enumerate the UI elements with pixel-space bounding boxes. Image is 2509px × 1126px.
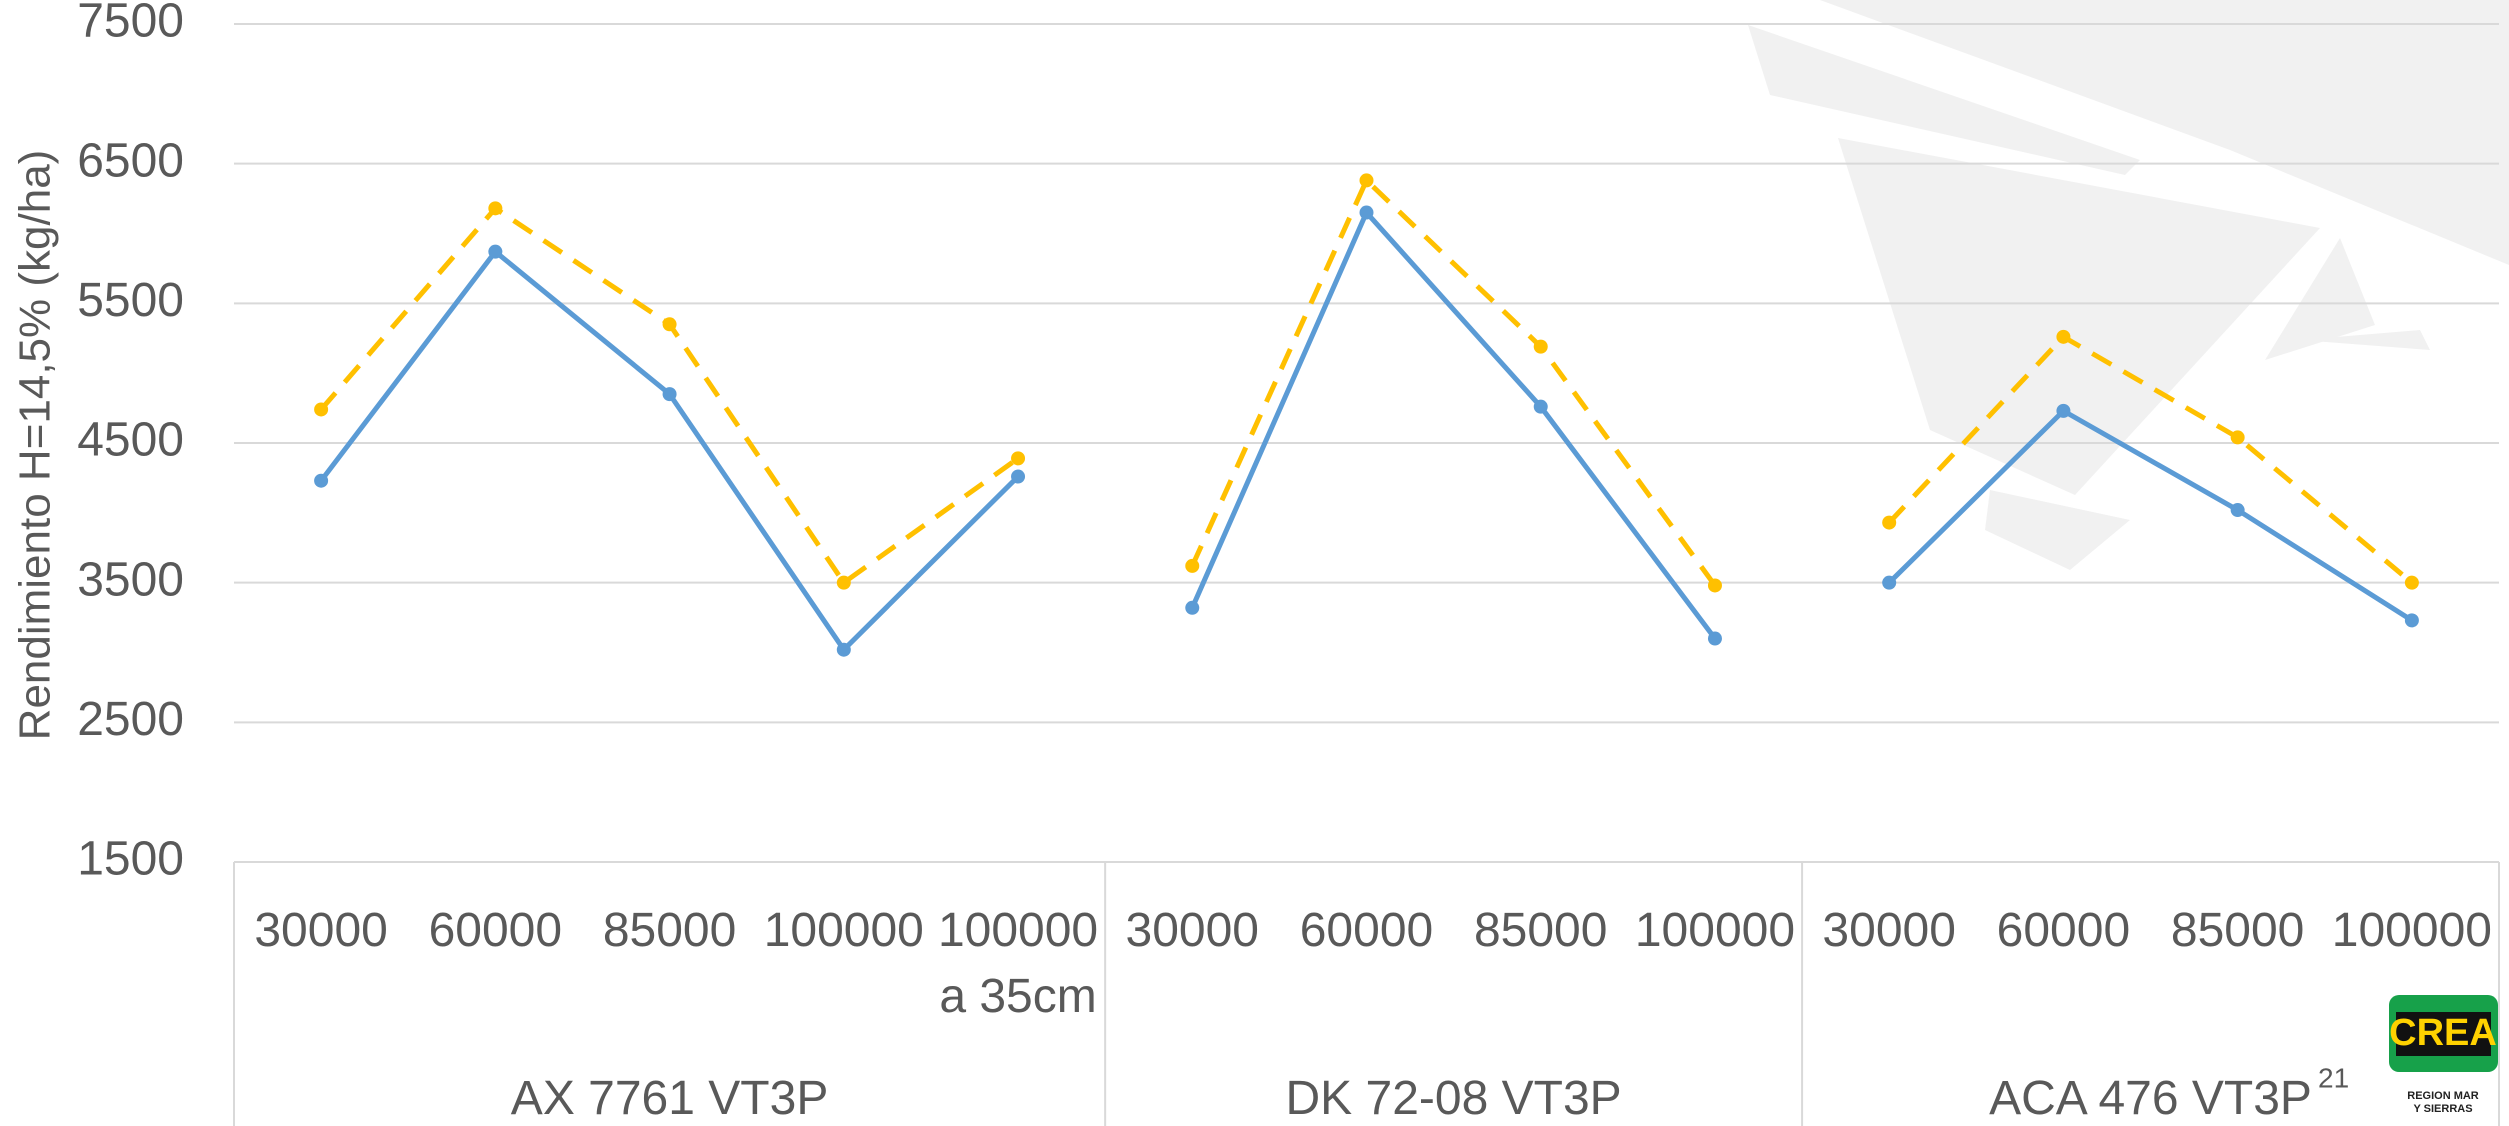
y-tick-label: 5500 — [77, 274, 184, 327]
series-line — [319, 249, 1020, 653]
series-line — [1189, 177, 1717, 587]
logo-subtitle: REGION MAR — [2407, 1090, 2479, 1102]
data-point — [1011, 451, 1026, 466]
data-point — [488, 201, 503, 216]
x-tick-label: 60000 — [1299, 904, 1434, 957]
data-point — [1882, 575, 1897, 590]
data-point — [1359, 173, 1374, 188]
logo-subtitle: Y SIERRAS — [2413, 1103, 2472, 1115]
logo-inner — [2396, 1012, 2491, 1056]
data-point — [1185, 600, 1200, 615]
y-tick-label: 7500 — [77, 0, 184, 48]
y-tick-label: 3500 — [77, 553, 184, 606]
series-line — [1887, 408, 2414, 623]
data-point — [1882, 515, 1897, 530]
y-tick-label: 6500 — [77, 134, 184, 187]
x-tick-label: 85000 — [2170, 904, 2305, 957]
group-label: AX 7761 VT3P — [510, 1072, 829, 1125]
data-point — [488, 244, 503, 259]
data-point — [314, 402, 329, 417]
data-point — [1011, 469, 1026, 484]
x-tick-label: 100000 — [763, 904, 924, 957]
group-label: DK 72-08 VT3P — [1285, 1072, 1622, 1125]
data-point — [1707, 578, 1722, 593]
data-point — [2404, 575, 2419, 590]
x-tick-label: 30000 — [1125, 904, 1259, 957]
y-tick-label: 4500 — [77, 414, 184, 467]
x-tick-label: 100000 a 35cm — [937, 904, 1099, 1023]
x-tick-label: 85000 — [1473, 904, 1608, 957]
data-point — [2056, 403, 2071, 418]
data-point — [314, 473, 329, 488]
series-line — [1887, 334, 2414, 585]
data-point — [662, 387, 677, 402]
x-tick-label: 85000 — [602, 904, 737, 957]
data-point — [836, 575, 851, 590]
x-tick-label: 100000 — [2331, 904, 2492, 957]
data-point — [1533, 399, 1548, 414]
data-point — [1707, 631, 1722, 646]
data-point — [1359, 205, 1374, 220]
x-tick-label: 30000 — [254, 904, 388, 957]
y-tick-label: 2500 — [77, 693, 184, 746]
series-line — [1189, 210, 1717, 641]
data-point — [2404, 613, 2419, 628]
logo-text: CREA — [2389, 1012, 2497, 1054]
y-tick-label: 1500 — [77, 833, 184, 886]
data-point — [662, 317, 677, 332]
data-point — [2056, 329, 2071, 344]
logo: CREA REGION MAR Y SIERRAS — [2389, 995, 2498, 1115]
group-label: ACA 476 VT3P — [1989, 1072, 2312, 1125]
page-number: 21 — [2318, 1062, 2349, 1093]
x-tick-label: 30000 — [1822, 904, 1956, 957]
x-tick-label: 60000 — [1996, 904, 2131, 957]
x-tick-label: 100000 — [1634, 904, 1796, 957]
background-decoration — [1748, 0, 2509, 570]
y-axis-title: Rendimiento H=14,5% (kg/ha) — [11, 150, 60, 741]
data-point — [1533, 339, 1548, 354]
data-point — [1185, 558, 1200, 573]
data-point — [836, 642, 851, 657]
data-point — [2230, 430, 2245, 445]
x-tick-label: 60000 — [428, 904, 563, 957]
data-point — [2230, 503, 2245, 518]
